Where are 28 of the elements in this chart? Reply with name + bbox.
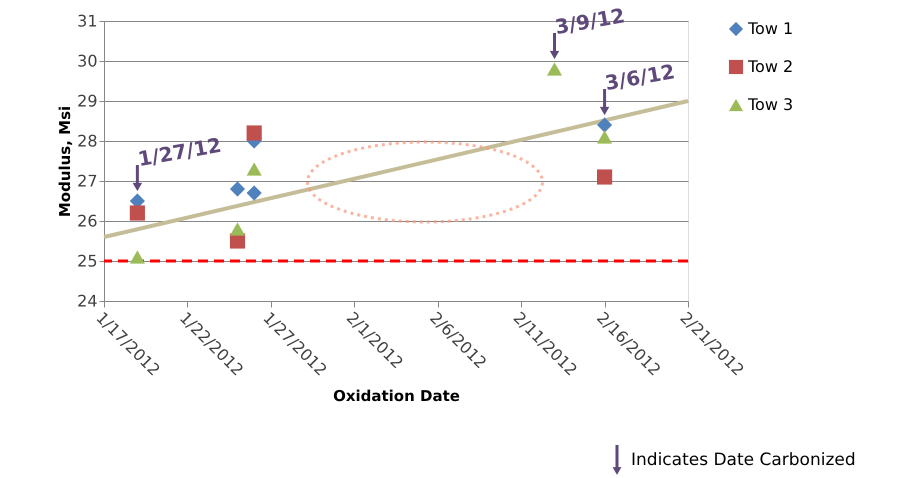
y-tick-label: 26: [77, 212, 98, 230]
point: [596, 169, 612, 185]
y-tick-label: 31: [77, 12, 98, 30]
point: [230, 222, 246, 236]
point: [130, 205, 145, 221]
legend-label: Tow 2: [747, 57, 794, 76]
y-tick-label: 27: [77, 172, 98, 190]
point: [246, 125, 262, 141]
y-tick-label: 30: [77, 52, 98, 70]
text: Indicates Date Carbonized: [631, 450, 856, 470]
annotation: 3/9/12: [553, 3, 627, 40]
x-axis-title: Oxidation Date: [333, 386, 460, 405]
annotation: 3/6/12: [603, 59, 677, 96]
point: [230, 181, 246, 197]
y-axis-title: Modulus, Msi: [56, 106, 74, 218]
point: [246, 185, 262, 201]
y-tick-label: 25: [77, 252, 98, 270]
point: [596, 117, 612, 133]
point: [596, 130, 612, 144]
y-tick-label: 28: [77, 132, 98, 150]
y-tick-label: 29: [77, 92, 98, 110]
point: [130, 250, 145, 264]
annotation: 1/27/12: [136, 132, 224, 172]
point: [246, 162, 262, 176]
legend-label: Tow 3: [747, 95, 794, 114]
legend-label: Tow 1: [747, 19, 794, 38]
y-tick-label: 24: [77, 292, 98, 310]
point: [546, 62, 562, 76]
